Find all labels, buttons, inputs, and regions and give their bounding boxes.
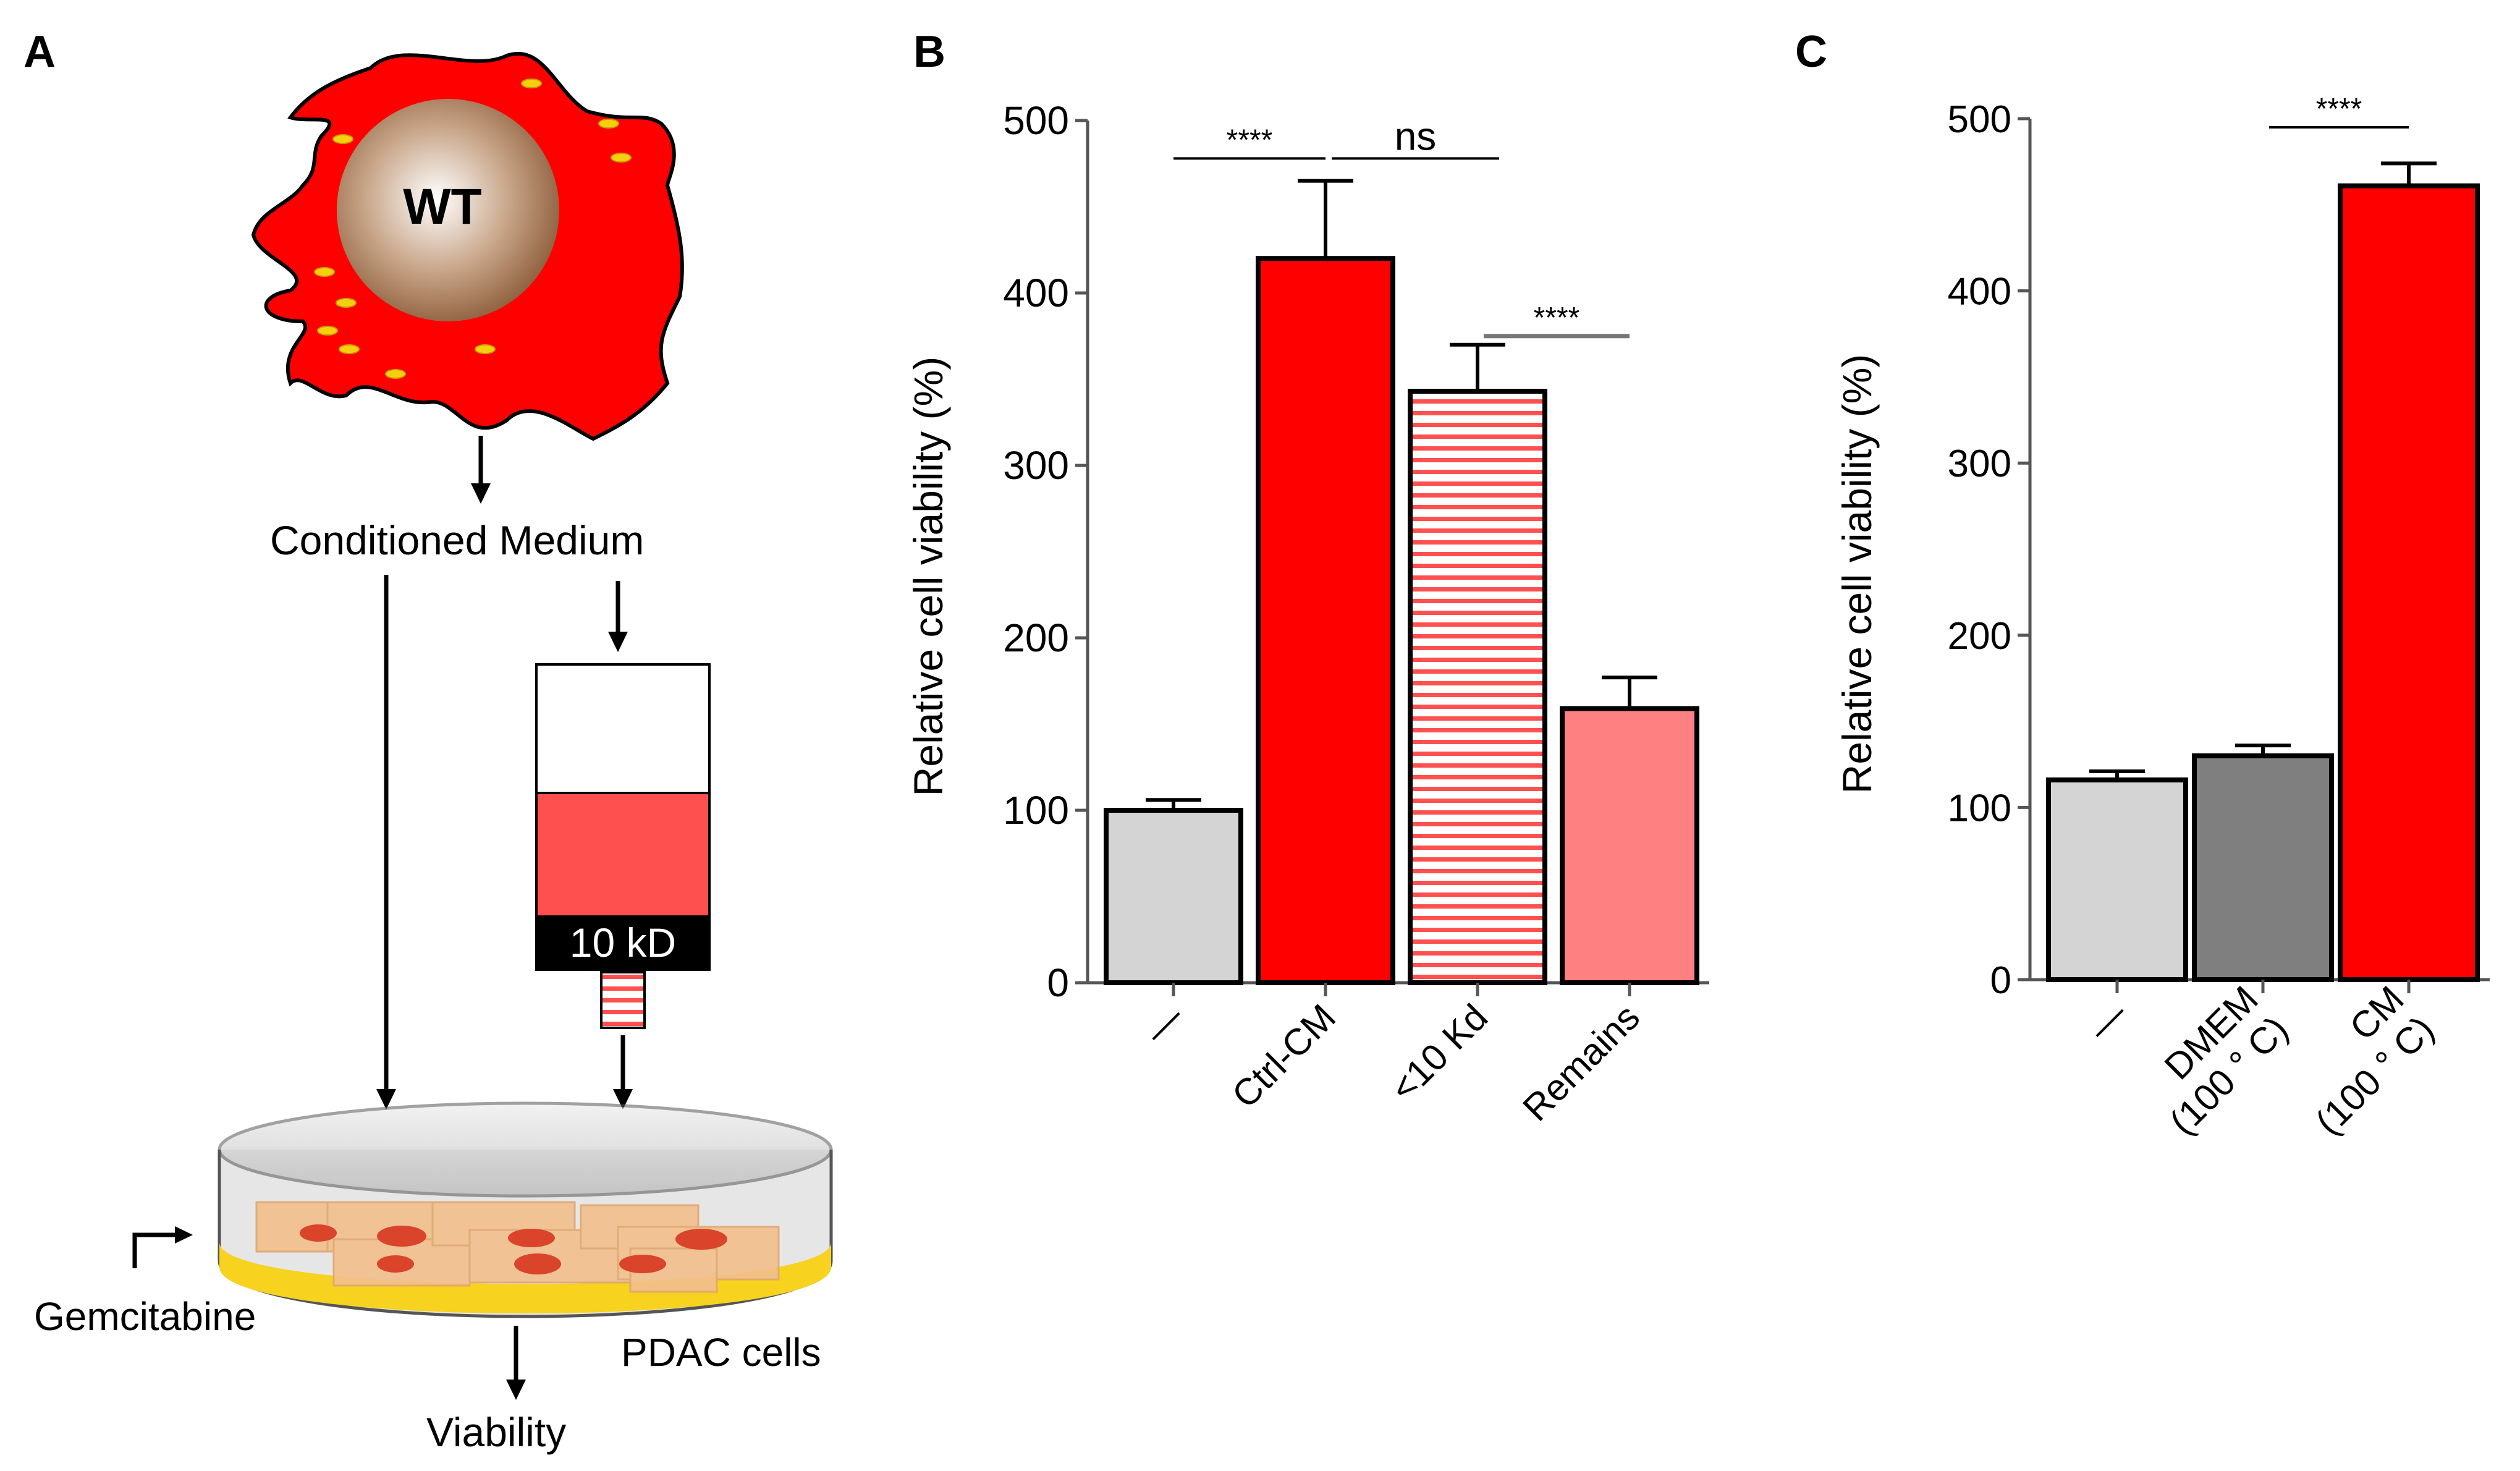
- bar: [2192, 753, 2334, 982]
- viability-label: Viability: [426, 1409, 566, 1455]
- chart-c: 0 100 200 300 400 500 Relative cell viability …: [1834, 93, 2490, 1143]
- arrow-cell-to-medium: [471, 436, 491, 504]
- category-label-line: —: [1136, 996, 1191, 1052]
- significance-label: ****: [1534, 302, 1580, 334]
- arrow-dish-to-viability: [506, 1326, 526, 1400]
- y-tick-label: 400: [1948, 271, 2011, 313]
- cell-granules: [314, 78, 632, 379]
- y-axis-label: Relative cell viability (%): [905, 357, 951, 797]
- wt-nucleus: [337, 99, 559, 321]
- category-label: Ctrl-CM: [1224, 996, 1343, 1116]
- filter-device: 10 kD: [535, 663, 711, 1029]
- significance-label: ns: [1395, 114, 1437, 158]
- y-tick-label: 100: [1948, 787, 2011, 829]
- panel-a-letter: A: [23, 27, 56, 77]
- bar: [1104, 808, 1243, 985]
- category-label: <10 Kd: [1382, 996, 1495, 1109]
- filter-membrane: [535, 917, 711, 971]
- bar: [2338, 183, 2480, 982]
- y-tick-label: 400: [1003, 271, 1069, 315]
- category-label-line: Remains: [1515, 996, 1647, 1129]
- panel-a: A WT Conditioned Medium: [23, 27, 833, 1455]
- category-label-line: —: [2079, 993, 2135, 1049]
- panel-c: C 0 100 200 300 400 500 Relative cell viabilit…: [1795, 27, 2490, 1143]
- arrow-medium-to-dish: [376, 575, 396, 1109]
- conditioned-medium-label: Conditioned Medium: [270, 517, 644, 563]
- y-tick-label: 500: [1948, 98, 2011, 141]
- category-label: DMEM(100 ° C): [2131, 978, 2296, 1142]
- category-label: —: [2079, 993, 2135, 1049]
- y-tick-label: 100: [1003, 788, 1069, 833]
- significance-label: ****: [2316, 93, 2362, 125]
- gemcitabine-label: Gemcitabine: [34, 1294, 256, 1339]
- panel-c-letter: C: [1795, 27, 1827, 77]
- y-tick-label: 300: [1003, 443, 1069, 488]
- category-label: CM(100 ° C): [2277, 978, 2442, 1142]
- arrow-filtrate-to-dish: [613, 1035, 633, 1109]
- bar: [1408, 389, 1547, 985]
- filter-upper-chamber: [535, 663, 711, 794]
- significance-label: ****: [1227, 124, 1273, 156]
- bar: [2046, 777, 2188, 982]
- y-tick-label: 0: [1990, 959, 2011, 1002]
- arrow-medium-to-filter: [608, 581, 628, 652]
- y-tick-label: 200: [1003, 616, 1069, 660]
- dish-medium-yellow: [219, 1242, 831, 1313]
- chart-b: 0 100 200 300 400 500 Relative cell viability …: [905, 98, 1709, 1129]
- category-label: Remains: [1515, 996, 1647, 1129]
- pdac-cells-label: PDAC cells: [621, 1330, 821, 1375]
- y-tick-label: 300: [1948, 443, 2011, 485]
- y-tick-label: 200: [1948, 615, 2011, 658]
- filter-medium: [535, 792, 711, 918]
- bar: [1560, 706, 1699, 985]
- y-axis-label: Relative cell viability (%): [1834, 354, 1880, 794]
- gemcitabine-arrow-icon: [132, 1226, 193, 1268]
- y-tick-label: 500: [1003, 98, 1069, 143]
- y-tick-label: 0: [1047, 960, 1069, 1005]
- panel-b: B 0 100 200 300 400 500 Relative cell viabilit…: [905, 27, 1709, 1129]
- petri-dish: [218, 1101, 833, 1318]
- category-label-line: Ctrl-CM: [1224, 996, 1343, 1116]
- category-label-line: <10 Kd: [1382, 996, 1495, 1109]
- dish-lid: [218, 1101, 833, 1198]
- bar: [1256, 256, 1395, 986]
- filtrate-tube: [600, 971, 646, 1029]
- panel-b-letter: B: [913, 27, 945, 77]
- category-label: —: [1136, 996, 1191, 1052]
- wt-label: WT: [403, 179, 481, 235]
- filter-label: 10 kD: [570, 920, 676, 965]
- pdac-cell-nuclei: [300, 1224, 727, 1274]
